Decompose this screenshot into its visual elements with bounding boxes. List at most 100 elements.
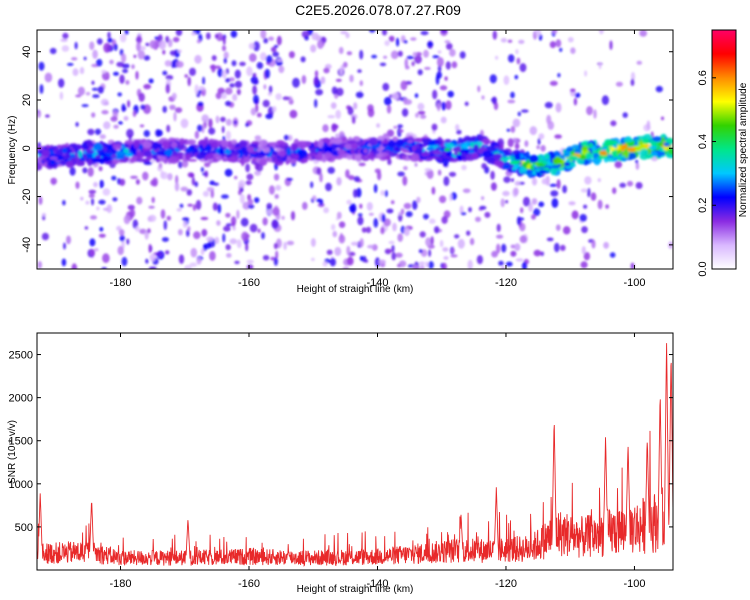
heatmap-cell [234, 80, 242, 88]
heatmap-cell [49, 47, 57, 55]
heatmap-cell [591, 145, 597, 151]
heatmap-cell [44, 72, 53, 83]
heatmap-cell [89, 249, 95, 257]
heatmap-cell [555, 224, 561, 231]
heatmap-cell [519, 235, 527, 244]
heatmap-cell [261, 232, 265, 240]
heatmap-cell [407, 139, 414, 144]
heatmap-cell [403, 40, 408, 44]
heatmap-cell [226, 156, 237, 162]
heatmap-cell [90, 215, 97, 220]
heatmap-cell [166, 215, 171, 221]
heatmap-cell [151, 196, 155, 204]
heatmap-cell [397, 171, 405, 177]
heatmap-cell [434, 226, 440, 234]
heatmap-cell [252, 41, 260, 52]
heatmap-cell [200, 167, 204, 173]
heatmap-cell [635, 159, 639, 164]
spectrogram-ticks: -180 -160 -140 -120 -100 -40 -20 0 20 40 [21, 30, 673, 289]
heatmap-cell [581, 146, 589, 151]
heatmap-cell [181, 160, 189, 168]
heatmap-cell [124, 140, 134, 145]
heatmap-cell [353, 176, 361, 182]
heatmap-cell [412, 51, 417, 57]
heatmap-cell [437, 50, 442, 54]
heatmap-cell [626, 146, 636, 153]
y-tick-label: 500 [15, 522, 33, 534]
heatmap-cell [343, 61, 348, 68]
heatmap-cell [66, 160, 74, 168]
heatmap-cell [359, 49, 364, 60]
heatmap-cell [367, 244, 375, 249]
heatmap-cell [194, 54, 202, 64]
heatmap-cell [446, 42, 453, 50]
heatmap-cell [520, 207, 524, 214]
heatmap-cell [492, 153, 502, 161]
heatmap-cell [392, 222, 397, 232]
heatmap-cell [225, 212, 231, 218]
heatmap-cell [350, 148, 355, 154]
heatmap-cell [516, 57, 521, 65]
heatmap-cell [405, 211, 413, 218]
heatmap-cell [93, 143, 103, 151]
heatmap-cell [61, 45, 70, 52]
heatmap-cell [70, 157, 77, 162]
heatmap-cell [335, 78, 342, 82]
heatmap-cell [272, 207, 280, 216]
heatmap-cell [444, 139, 452, 143]
heatmap-cell [116, 152, 124, 160]
heatmap-cell [353, 102, 358, 110]
heatmap-cell [525, 151, 530, 160]
heatmap-cell [336, 211, 342, 220]
heatmap-cell [118, 159, 125, 163]
heatmap-cell [145, 258, 149, 264]
heatmap-cell [178, 254, 185, 264]
heatmap-cell [563, 150, 571, 158]
heatmap-cell [175, 107, 183, 113]
heatmap-cell [92, 94, 100, 98]
heatmap-cell [347, 106, 354, 116]
x-tick-label: -180 [109, 277, 131, 289]
heatmap-cell [625, 141, 635, 146]
heatmap-cell [325, 182, 332, 192]
heatmap-cell [99, 227, 104, 232]
heatmap-cell [125, 80, 130, 85]
heatmap-cell [390, 50, 399, 60]
heatmap-cell [247, 204, 255, 209]
heatmap-cell [245, 180, 252, 186]
heatmap-cell [212, 202, 218, 211]
heatmap-cell [201, 229, 208, 237]
heatmap-cell [217, 203, 222, 214]
heatmap-cell [376, 123, 381, 128]
heatmap-cell [107, 31, 111, 39]
heatmap-cell [514, 181, 521, 186]
colorbar-tick-label: 0.4 [697, 134, 709, 149]
heatmap-cell [455, 124, 460, 131]
heatmap-cell [443, 256, 449, 260]
heatmap-cell [79, 67, 85, 75]
heatmap-cell [519, 63, 527, 73]
heatmap-cell [386, 208, 394, 214]
heatmap-cell [593, 109, 597, 119]
heatmap-cell [349, 203, 357, 214]
heatmap-cell [411, 61, 415, 66]
heatmap-cell [231, 60, 237, 67]
heatmap-cell [442, 156, 452, 159]
heatmap-cell [292, 77, 300, 88]
heatmap-cell [290, 211, 296, 221]
heatmap-cell [397, 50, 403, 57]
heatmap-cell [222, 233, 226, 243]
heatmap-cell [260, 52, 267, 61]
heatmap-cell [110, 116, 118, 122]
heatmap-cell [212, 182, 219, 186]
heatmap-cell [268, 85, 273, 94]
heatmap-cell [302, 201, 308, 210]
heatmap-cell [445, 100, 452, 110]
heatmap-cell [262, 99, 270, 108]
heatmap-cell [417, 110, 426, 115]
heatmap-cell [419, 231, 426, 238]
heatmap-cell [133, 54, 137, 59]
heatmap-cell [473, 144, 479, 152]
heatmap-cell [444, 76, 448, 81]
heatmap-cell [324, 151, 332, 159]
